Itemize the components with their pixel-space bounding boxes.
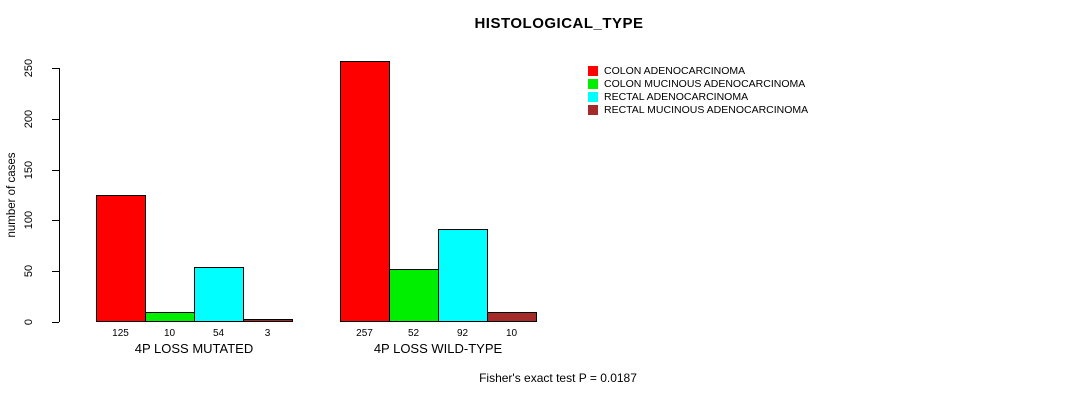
- bar: [389, 269, 439, 322]
- legend-item: COLON ADENOCARCINOMA: [588, 64, 808, 77]
- bar-value-label: 125: [112, 328, 129, 339]
- bar: [438, 229, 488, 322]
- legend-swatch: [588, 65, 598, 76]
- y-tick-label: 250: [23, 58, 35, 78]
- legend-swatch: [588, 78, 598, 89]
- bar: [194, 267, 244, 322]
- bar: [243, 319, 293, 322]
- group-label: 4P LOSS MUTATED: [134, 341, 254, 356]
- y-tick: [52, 322, 59, 323]
- y-tick: [52, 220, 59, 222]
- bar: [145, 312, 195, 322]
- bar-value-label: 52: [407, 328, 420, 339]
- legend: COLON ADENOCARCINOMA COLON MUCINOUS ADENO…: [588, 64, 808, 116]
- y-tick-label: 200: [23, 109, 35, 128]
- legend-swatch: [588, 91, 598, 102]
- y-tick-label: 50: [23, 265, 35, 278]
- bar-value-label: 3: [264, 328, 271, 339]
- bar-value-label: 257: [356, 328, 373, 339]
- y-tick-label: 100: [23, 211, 35, 230]
- y-tick-label: 0: [23, 318, 35, 326]
- y-axis-title: number of cases: [6, 152, 18, 238]
- legend-label: COLON MUCINOUS ADENOCARCINOMA: [604, 77, 806, 90]
- y-tick: [52, 118, 59, 120]
- legend-swatch: [588, 104, 598, 115]
- y-tick: [52, 169, 59, 171]
- legend-label: COLON ADENOCARCINOMA: [604, 64, 746, 77]
- y-axis-line: [59, 68, 60, 322]
- y-tick: [52, 68, 59, 69]
- bar-value-label: 10: [505, 328, 518, 339]
- bar: [487, 312, 537, 322]
- legend-label: RECTAL ADENOCARCINOMA: [604, 90, 749, 103]
- bar: [96, 195, 146, 322]
- bar: [340, 61, 390, 322]
- legend-label: RECTAL MUCINOUS ADENOCARCINOMA: [604, 103, 809, 116]
- group-label: 4P LOSS WILD-TYPE: [373, 341, 503, 356]
- y-tick: [52, 271, 59, 273]
- legend-item: RECTAL MUCINOUS ADENOCARCINOMA: [588, 103, 808, 116]
- y-tick-label: 150: [23, 160, 35, 179]
- chart-title: HISTOLOGICAL_TYPE: [474, 15, 644, 32]
- bar-value-label: 92: [456, 328, 469, 339]
- bar-value-label: 54: [212, 328, 225, 339]
- legend-item: RECTAL ADENOCARCINOMA: [588, 90, 808, 103]
- legend-item: COLON MUCINOUS ADENOCARCINOMA: [588, 77, 808, 90]
- footer-annotation: Fisher's exact test P = 0.0187: [479, 371, 637, 385]
- bar-value-label: 10: [163, 328, 176, 339]
